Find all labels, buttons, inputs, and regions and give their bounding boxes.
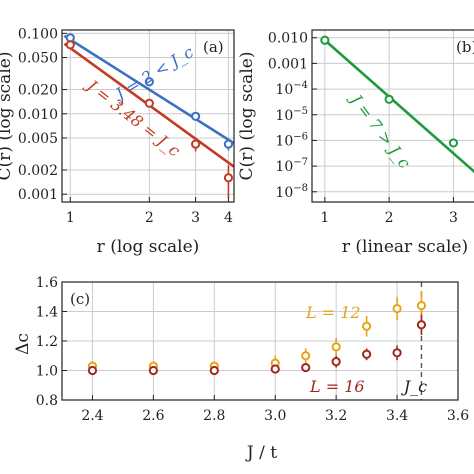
c-point [209, 365, 219, 376]
a-point [191, 111, 201, 121]
c-xtick-label: 3.4 [386, 408, 408, 424]
panel-a-grid [62, 30, 234, 202]
panel-b-yticks: 0.010 0.001 10−4 10−5 10−6 10−7 10−8 [268, 31, 317, 201]
b-ytick-label: 0.001 [268, 56, 308, 72]
c-ytick-label: 1.6 [36, 275, 58, 291]
a-point [191, 139, 201, 149]
a-point [144, 98, 154, 108]
c-ytick-label: 1.2 [36, 334, 58, 350]
panel-a-yticks: 0.100 0.050 0.020 0.010 0.005 0.002 0.001 [18, 26, 67, 203]
c-point [392, 348, 402, 358]
panel-c-legend-l16: L = 16 [309, 377, 365, 396]
c-xtick-label: 2.6 [142, 408, 164, 424]
panel-b: 1 2 3 0.010 0.001 10−4 10−5 10−6 10−7 10−8 (b) J… [237, 29, 474, 257]
c-point [362, 349, 372, 359]
a-ytick-label: 0.005 [18, 131, 58, 147]
c-ytick-label: 1.4 [36, 305, 58, 321]
c-point [148, 365, 158, 376]
panel-b-ylabel: C(r) (log scale) [237, 52, 257, 181]
a-xtick-label: 4 [224, 210, 233, 226]
panel-a-tag: (a) [203, 38, 224, 56]
a-fit-line-0 [63, 34, 235, 145]
panel-c-critical-label: J_c [401, 377, 427, 396]
a-point [223, 139, 234, 149]
panel-c-yticks: 0.8 1.0 1.2 1.4 1.6 [36, 275, 67, 409]
b-ytick-label: 10−4 [275, 80, 308, 98]
a-point [223, 173, 234, 183]
panel-c: 2.4 2.6 2.8 3.0 3.2 3.4 3.6 0.8 1.0 1.2 1.4 1.6 (c… [13, 275, 469, 463]
c-point [87, 365, 98, 376]
b-xtick-label: 3 [449, 210, 458, 226]
panel-a-ylabel: C(r) (log scale) [0, 52, 15, 181]
b-ytick-label: 10−7 [275, 157, 308, 175]
panel-c-xlabel: J / t [245, 443, 277, 463]
a-xtick-label: 2 [145, 210, 154, 226]
c-point [392, 303, 402, 314]
panel-b-grid [312, 30, 474, 202]
b-point [384, 94, 394, 104]
c-point [362, 321, 372, 331]
c-ytick-label: 0.8 [36, 393, 58, 409]
a-ytick-label: 0.020 [18, 83, 58, 99]
panel-b-xlabel: r (linear scale) [342, 237, 468, 257]
panel-b-tag: (b) [456, 38, 474, 56]
c-xtick-label: 3.2 [325, 408, 347, 424]
panel-a: 1 2 3 4 0.100 0.050 0.020 0.010 0.005 0.002 0.001… [0, 26, 235, 257]
b-ytick-label: 10−5 [275, 106, 308, 124]
a-xtick-label: 3 [191, 210, 200, 226]
panel-c-grid [62, 281, 459, 401]
b-fit-line-0 [323, 39, 474, 174]
b-ytick-label: 10−6 [275, 131, 308, 149]
c-ytick-label: 1.0 [36, 364, 58, 380]
panel-a-points [65, 33, 234, 198]
b-ytick-label: 10−8 [275, 183, 308, 201]
c-xtick-label: 2.8 [203, 408, 225, 424]
c-point [301, 351, 311, 361]
panel-b-fits [323, 39, 474, 174]
c-point [270, 364, 280, 374]
b-ytick-label: 0.010 [268, 31, 308, 47]
c-point [301, 362, 311, 373]
a-xtick-label: 1 [66, 210, 75, 226]
panel-b-points [320, 35, 459, 148]
c-xtick-label: 3.0 [264, 408, 286, 424]
b-point [448, 138, 459, 148]
c-point [416, 301, 427, 311]
c-point [416, 320, 427, 330]
c-xtick-label: 3.6 [447, 408, 469, 424]
a-point [65, 40, 75, 50]
c-xtick-label: 2.4 [81, 408, 103, 424]
a-ytick-label: 0.050 [18, 51, 58, 67]
panel-c-legend-l12: L = 12 [305, 303, 361, 322]
a-ytick-label: 0.002 [18, 163, 58, 179]
a-point [144, 77, 154, 87]
panel-b-annotation: J = 7 > J_c [345, 89, 414, 172]
c-point [331, 342, 341, 352]
panel-a-frame [61, 29, 235, 203]
panel-a-xlabel: r (log scale) [97, 237, 200, 257]
a-ytick-label: 0.001 [18, 187, 58, 203]
panel-c-tag: (c) [70, 290, 90, 308]
b-xtick-label: 2 [385, 210, 394, 226]
panel-b-xticks: 1 2 3 [320, 197, 458, 226]
a-ytick-label: 0.100 [18, 26, 58, 42]
c-point [331, 357, 341, 367]
b-point [320, 35, 330, 45]
a-ytick-label: 0.010 [18, 107, 58, 123]
panel-c-ylabel: Δc [13, 333, 33, 355]
b-xtick-label: 1 [320, 210, 329, 226]
panel-a-xticks: 1 2 3 4 [66, 197, 233, 226]
panel-b-frame [311, 29, 474, 203]
panel-c-xticks: 2.4 2.6 2.8 3.0 3.2 3.4 3.6 [81, 395, 469, 424]
panel-c-points [87, 290, 427, 376]
